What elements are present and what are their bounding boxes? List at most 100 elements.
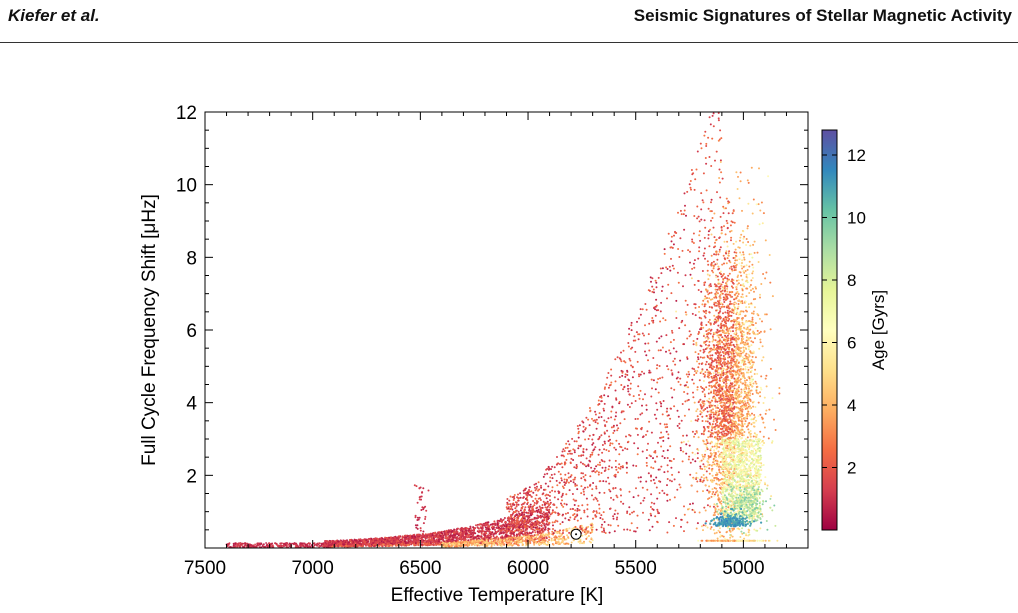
scatter-point (586, 486, 589, 489)
scatter-point (503, 539, 505, 542)
scatter-point (666, 470, 669, 473)
scatter-point (514, 526, 517, 529)
scatter-point (567, 518, 570, 521)
scatter-point (683, 228, 686, 231)
scatter-point (639, 413, 642, 416)
scatter-point (537, 538, 540, 541)
scatter-point (696, 522, 699, 525)
scatter-point (388, 536, 391, 539)
scatter-point (537, 517, 539, 519)
scatter-point (265, 544, 268, 547)
scatter-point (455, 539, 458, 542)
scatter-point (449, 529, 452, 532)
scatter-point (570, 474, 573, 477)
scatter-point (688, 373, 691, 376)
scatter-point (672, 524, 675, 527)
scatter-point (684, 204, 686, 207)
scatter-point (675, 299, 678, 302)
scatter-point (652, 321, 655, 324)
scatter-point (686, 357, 689, 360)
scatter-point (394, 540, 397, 542)
scatter-point (583, 478, 586, 481)
scatter-point (519, 496, 522, 499)
scatter-point (459, 527, 462, 530)
scatter-point (414, 542, 417, 545)
scatter-point (428, 534, 431, 537)
scatter-point (693, 188, 696, 191)
scatter-point (671, 331, 674, 334)
scatter-point (651, 319, 654, 322)
scatter-point (576, 488, 579, 491)
scatter-point (574, 516, 577, 519)
scatter-point (617, 524, 620, 527)
scatter-point (502, 528, 504, 531)
scatter-point (442, 530, 445, 533)
scatter-point (663, 457, 666, 459)
scatter-point (518, 531, 521, 534)
scatter-point (521, 511, 524, 514)
scatter-point (431, 538, 434, 541)
scatter-point (563, 542, 565, 545)
scatter-point (683, 391, 686, 393)
scatter-point (558, 535, 561, 538)
scatter-point (699, 142, 702, 145)
scatter-point (626, 510, 629, 513)
scatter-point (608, 482, 611, 485)
scatter-point (538, 527, 541, 530)
scatter-point (388, 539, 391, 542)
scatter-point (538, 542, 541, 545)
scatter-point (616, 429, 619, 432)
scatter-point (695, 168, 698, 171)
scatter-point (537, 481, 540, 484)
scatter-point (513, 542, 516, 545)
scatter-point (526, 525, 529, 528)
scatter-point (669, 417, 672, 420)
scatter-point (657, 349, 660, 352)
scatter-point (556, 532, 559, 534)
scatter-point (425, 540, 428, 543)
scatter-point (678, 256, 681, 258)
scatter-point (522, 521, 525, 524)
scatter-point (639, 502, 642, 505)
scatter-point (618, 400, 621, 403)
scatter-point (641, 436, 644, 439)
scatter-point (516, 534, 519, 537)
scatter-point (656, 508, 659, 511)
scatter-point (512, 533, 515, 536)
scatter-point (636, 514, 639, 517)
scatter-point (675, 232, 678, 234)
scatter-point (603, 529, 605, 532)
scatter-point (463, 530, 466, 533)
scatter-point (546, 512, 549, 515)
scatter-point (304, 543, 307, 546)
scatter-point (503, 525, 506, 527)
scatter-point (624, 447, 627, 450)
scatter-point (535, 482, 538, 485)
scatter-point (680, 321, 683, 324)
scatter-point (628, 513, 631, 516)
scatter-point (301, 542, 303, 545)
scatter-point (577, 427, 580, 430)
scatter-point (456, 531, 459, 534)
scatter-point (353, 542, 356, 545)
scatter-point (767, 437, 770, 440)
scatter-point (601, 466, 604, 469)
scatter-point (683, 192, 686, 195)
scatter-point (622, 388, 625, 391)
scatter-point (478, 540, 481, 543)
scatter-point (652, 457, 654, 460)
scatter-point (705, 142, 708, 145)
scatter-point (533, 529, 536, 532)
scatter-point (532, 500, 535, 502)
scatter-point (669, 269, 672, 272)
scatter-point (628, 406, 631, 408)
scatter-point (670, 466, 673, 469)
scatter-point (283, 545, 285, 547)
scatter-point (647, 472, 650, 475)
scatter-point (420, 543, 423, 546)
scatter-point (748, 345, 751, 348)
scatter-point (390, 544, 393, 547)
scatter-point (712, 125, 715, 128)
scatter-point (594, 496, 597, 499)
scatter-point (648, 289, 651, 292)
